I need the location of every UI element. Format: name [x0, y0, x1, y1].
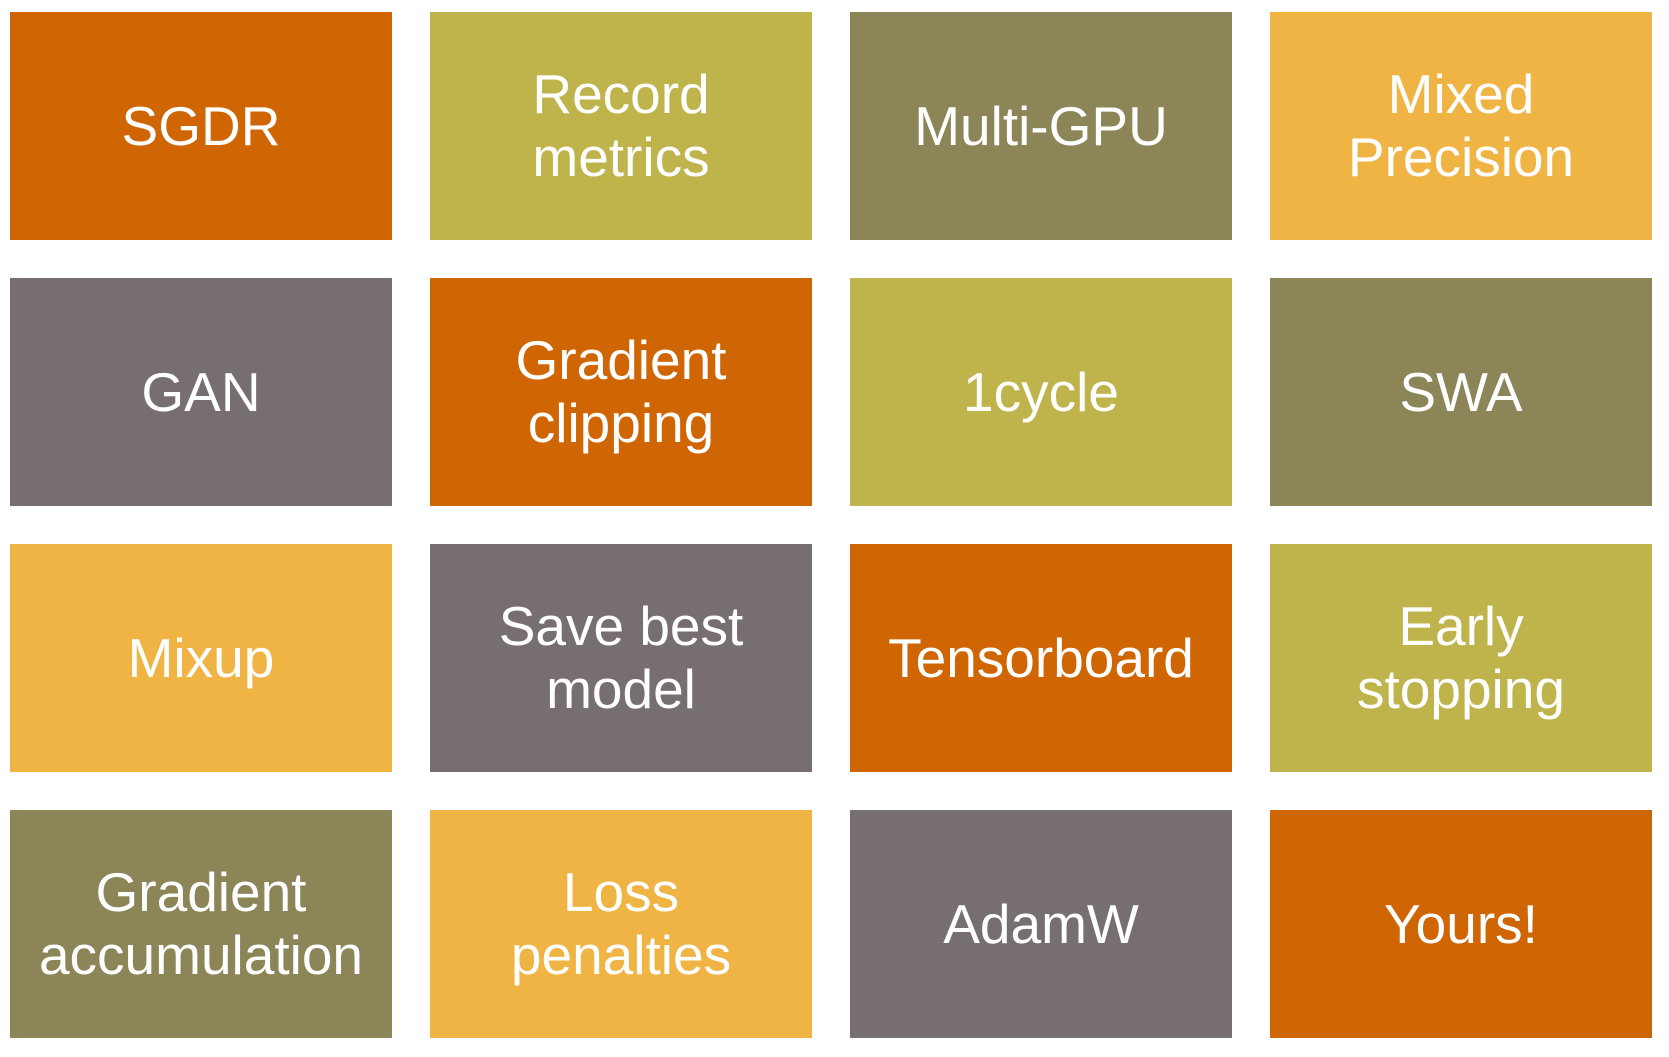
tile-label: SGDR	[121, 94, 281, 157]
tile-adamw: AdamW	[850, 810, 1232, 1038]
tile-gradient-clipping: Gradient clipping	[430, 278, 812, 506]
tile-mixup: Mixup	[10, 544, 392, 772]
tile-multi-gpu: Multi-GPU	[850, 12, 1232, 240]
tile-label: 1cycle	[963, 360, 1119, 423]
tile-label: AdamW	[943, 892, 1139, 955]
tile-grid: SGDR Record metrics Multi-GPU Mixed Prec…	[10, 12, 1652, 1038]
tile-gan: GAN	[10, 278, 392, 506]
tile-label: Loss penalties	[510, 861, 732, 986]
tile-early-stopping: Early stopping	[1270, 544, 1652, 772]
tile-gradient-accumulation: Gradient accumulation	[10, 810, 392, 1038]
tile-record-metrics: Record metrics	[430, 12, 812, 240]
tile-sgdr: SGDR	[10, 12, 392, 240]
tile-label: Multi-GPU	[914, 94, 1168, 157]
tile-label: GAN	[141, 360, 261, 423]
tile-label: Early stopping	[1357, 595, 1565, 720]
tile-save-best-model: Save best model	[430, 544, 812, 772]
tile-swa: SWA	[1270, 278, 1652, 506]
tile-label: Gradient clipping	[515, 329, 727, 454]
tile-mixed-precision: Mixed Precision	[1270, 12, 1652, 240]
tile-yours: Yours!	[1270, 810, 1652, 1038]
tile-label: Tensorboard	[888, 626, 1194, 689]
tile-label: Save best model	[498, 595, 744, 720]
tile-label: SWA	[1399, 360, 1523, 423]
tile-label: Gradient accumulation	[38, 861, 364, 986]
tile-label: Mixed Precision	[1347, 63, 1575, 188]
tile-loss-penalties: Loss penalties	[430, 810, 812, 1038]
tile-1cycle: 1cycle	[850, 278, 1232, 506]
tile-label: Mixup	[127, 626, 275, 689]
tile-label: Yours!	[1384, 892, 1538, 955]
tile-label: Record metrics	[532, 63, 710, 188]
tile-tensorboard: Tensorboard	[850, 544, 1232, 772]
